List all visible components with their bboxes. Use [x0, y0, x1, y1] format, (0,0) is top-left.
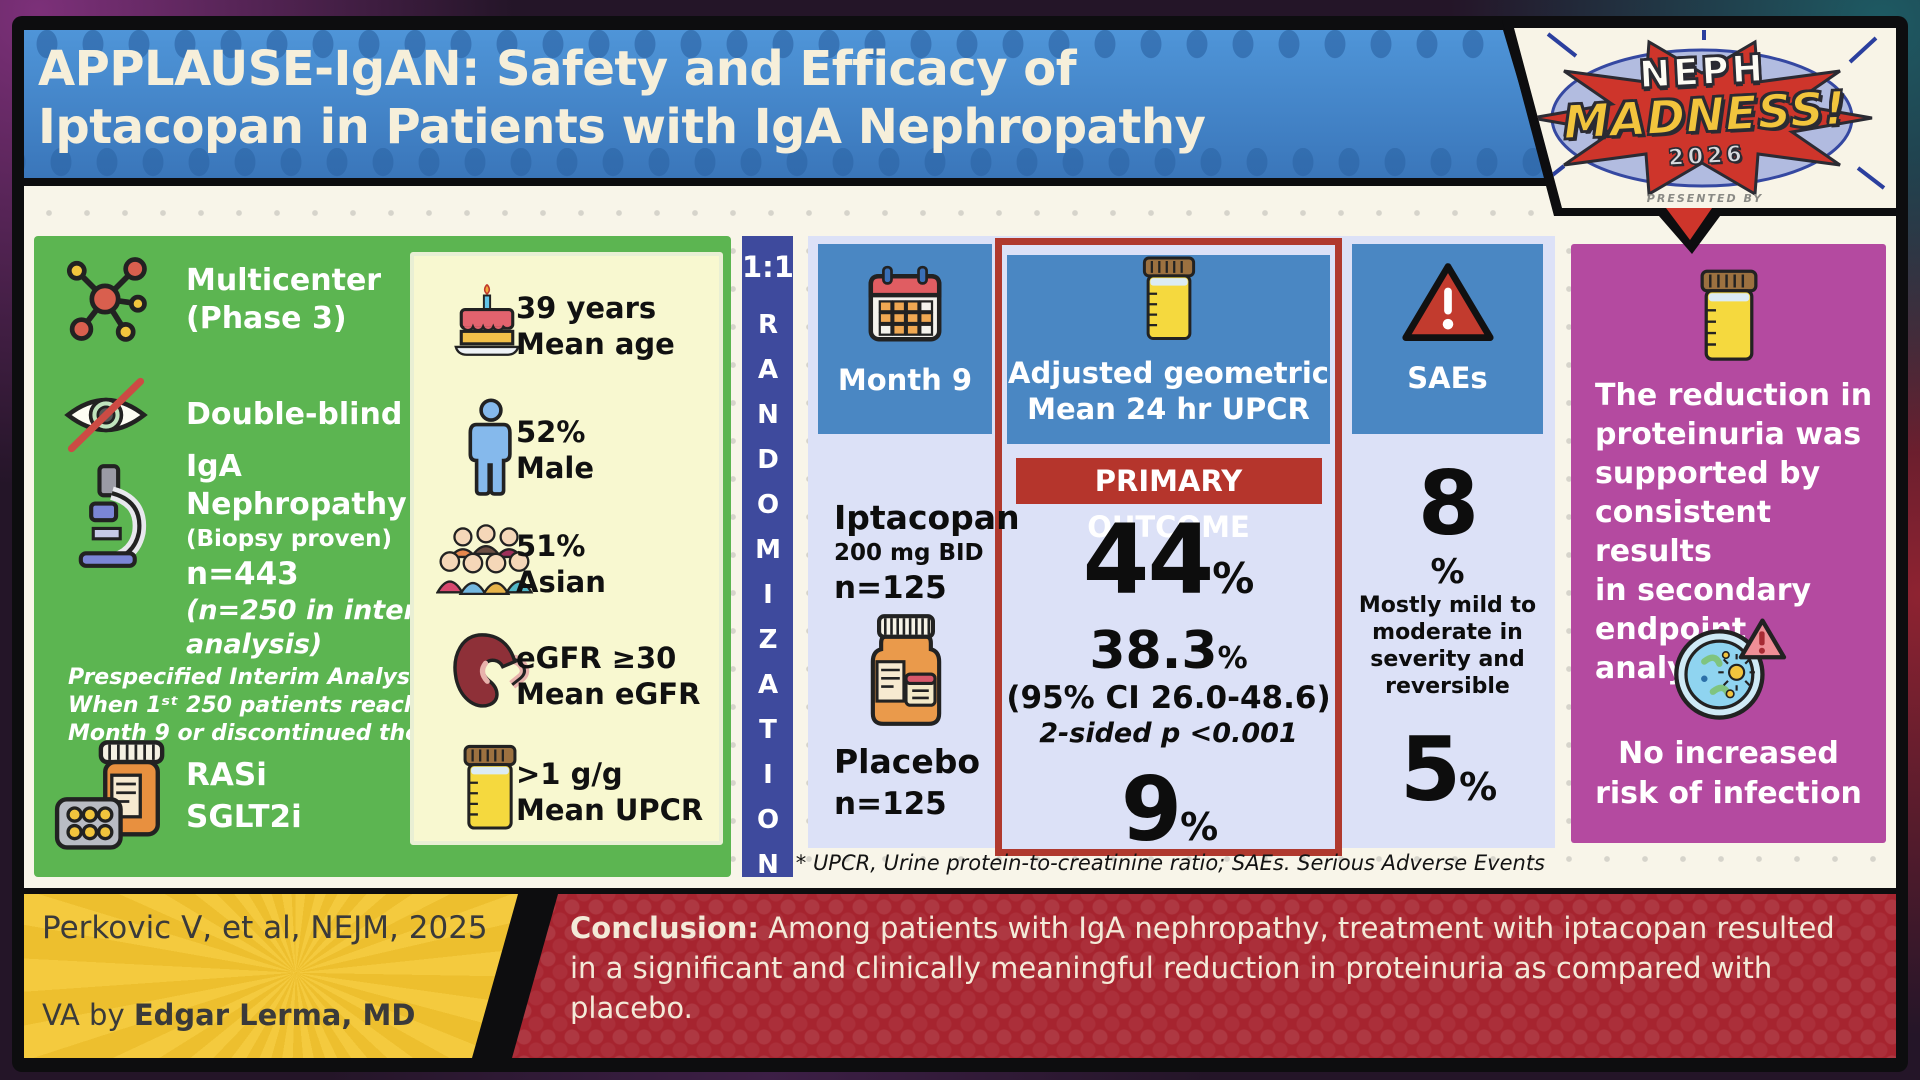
saes-note: Mostly mild to moderate in severity and …	[1358, 593, 1537, 699]
page-title: APPLAUSE-IgAN: Safety and Efficacy of Ip…	[24, 30, 1547, 156]
people-icon	[435, 520, 536, 604]
starburst-icon	[1531, 30, 1886, 197]
cake-icon	[448, 280, 526, 368]
conclusion-box: Conclusion: Among patients with IgA neph…	[512, 894, 1896, 1058]
kidney-icon	[446, 628, 532, 718]
header-banner: APPLAUSE-IgAN: Safety and Efficacy of Ip…	[24, 30, 1547, 178]
arm-placebo-name: Placebo	[834, 742, 981, 781]
saes-iptacopan-value: 8	[1417, 452, 1479, 555]
results-header-upcr: Adjusted geometric Mean 24 hr UPCR	[1007, 255, 1330, 444]
primary-outcome-box: Adjusted geometric Mean 24 hr UPCR PRIMA…	[995, 238, 1342, 856]
urine-jar-icon	[456, 742, 524, 838]
results-header-month9: Month 9	[818, 244, 992, 434]
pill-bottle-icon	[854, 612, 958, 732]
placebo-upcr-reduction: 9%	[1120, 757, 1218, 861]
baseline-male: 52% Male	[516, 415, 595, 485]
study-design-panel: Multicenter (Phase 3) Double-blind	[34, 236, 731, 877]
network-icon	[58, 252, 152, 350]
arm-placebo-n: n=125	[834, 786, 947, 822]
author-name: Edgar Lerma, MD	[133, 998, 416, 1032]
iptacopan-upcr-reduction: 44%	[1082, 504, 1255, 616]
citation-text: Perkovic V, et al, NEJM, 2025	[42, 910, 488, 946]
microscope-icon	[62, 460, 166, 576]
arm-iptacopan-name: Iptacopan	[834, 498, 1020, 537]
pills-icon	[48, 738, 180, 858]
saes-results: 8 % Mostly mild to moderate in severity …	[1352, 434, 1543, 814]
saes-placebo-value: 5%	[1399, 718, 1497, 821]
results-header-saes-label: SAEs	[1407, 361, 1488, 395]
urine-jar-icon	[1007, 255, 1330, 351]
confidence-interval: (95% CI 26.0-48.6)	[1006, 679, 1331, 716]
design-igan: IgA Nephropathy (Biopsy proven) n=443 (n…	[186, 449, 455, 660]
design-multicenter: Multicenter (Phase 3)	[186, 263, 382, 336]
urine-jar-icon	[1689, 268, 1769, 368]
title-line2: Iptacopan in Patients with IgA Nephropat…	[38, 99, 1206, 155]
baseline-upcr: >1 g/g Mean UPCR	[516, 757, 704, 827]
baseline-asian: 51% Asian	[516, 529, 606, 599]
relative-reduction: 38.3%	[1089, 620, 1248, 681]
p-value: 2-sided p <0.001	[1039, 717, 1298, 749]
conclusion-text: Conclusion: Among patients with IgA neph…	[570, 911, 1835, 1025]
logo-presented-by: PRESENTED BY	[1646, 192, 1764, 205]
baseline-egfr: eGFR ≥30 Mean eGFR	[516, 641, 701, 711]
treatment-arms: Iptacopan 200 mg BID n=125 Placebo n=125	[818, 434, 1020, 848]
baseline-age: 39 years Mean age	[516, 291, 675, 361]
secondary-outcomes-panel: The reduction in proteinuria was support…	[1571, 244, 1886, 843]
logo-text: NEPH MADNESS! 2026	[1514, 28, 1896, 208]
title-line1: APPLAUSE-IgAN: Safety and Efficacy of	[38, 41, 1077, 97]
randomization-ratio: 1:1	[742, 250, 794, 284]
nephmadness-logo: NEPH MADNESS! 2026 PRESENTED BY	[1514, 28, 1896, 208]
results-header-upcr-line1: Adjusted geometric	[1008, 356, 1329, 390]
petri-dish-icon	[1663, 612, 1793, 728]
randomization-strip: 1:1 RANDOMIZATION	[742, 236, 794, 895]
abbreviations-footnote: * UPCR, Urine protein-to-creatinine rati…	[795, 851, 1545, 875]
results-header-upcr-line2: Mean 24 hr UPCR	[1027, 392, 1310, 426]
randomization-label: RANDOMIZATION	[753, 310, 783, 895]
male-icon	[464, 398, 518, 502]
design-background-therapy: RASi SGLT2i	[186, 757, 302, 835]
warning-icon	[1352, 260, 1543, 355]
results-header-month9-label: Month 9	[837, 363, 973, 397]
blind-eye-icon	[60, 376, 152, 458]
saes-iptacopan-unit: %	[1430, 552, 1465, 592]
arm-iptacopan-dose: 200 mg BID	[834, 540, 984, 566]
baseline-box: 39 years Mean age 52% Male	[410, 252, 723, 845]
calendar-icon	[818, 260, 992, 357]
speech-bubble-tail-icon	[1652, 208, 1726, 254]
arm-iptacopan-n: n=125	[834, 570, 947, 606]
citation-box: Perkovic V, et al, NEJM, 2025 VA by Edga…	[24, 894, 518, 1058]
design-double-blind: Double-blind	[186, 397, 403, 432]
no-infection-text: No increased risk of infection	[1595, 736, 1862, 811]
primary-outcome-badge: PRIMARY OUTCOME	[1015, 458, 1322, 544]
author-credit: VA by Edgar Lerma, MD	[42, 998, 416, 1032]
results-header-saes: SAEs	[1352, 244, 1543, 434]
